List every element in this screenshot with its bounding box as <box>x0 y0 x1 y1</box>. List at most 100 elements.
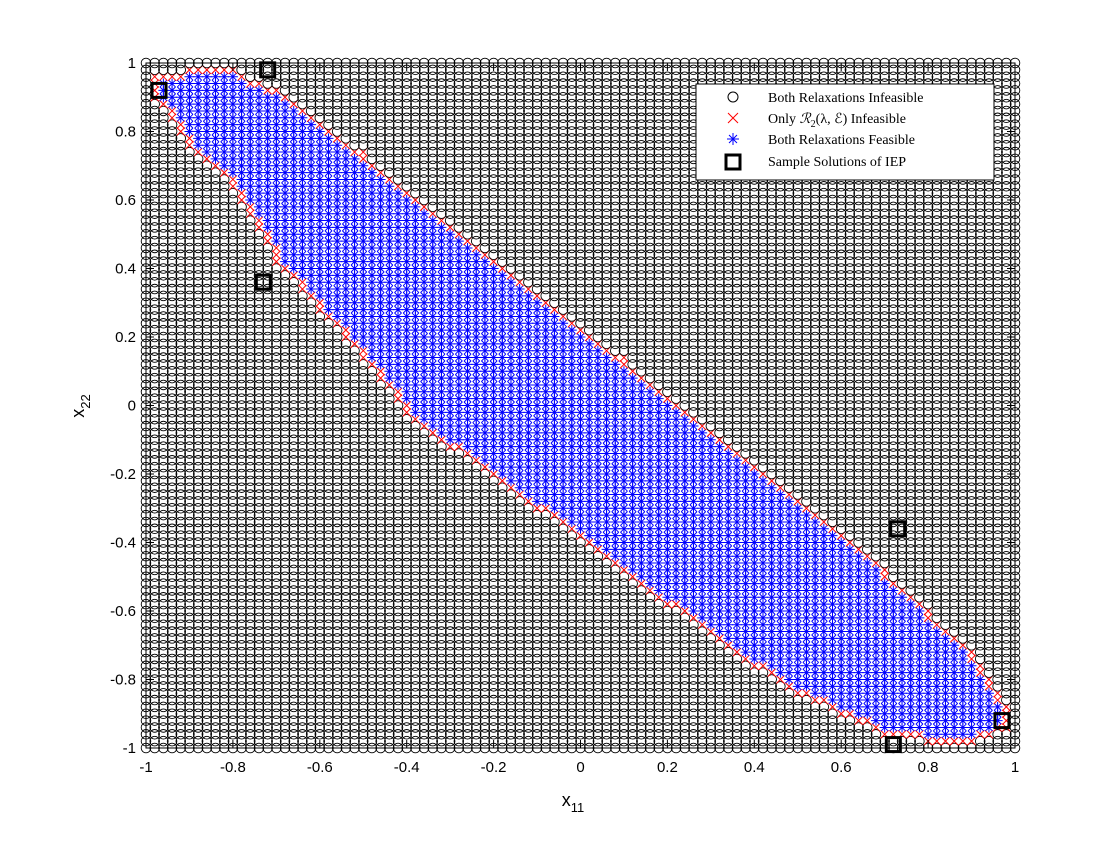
circle-point <box>218 215 230 226</box>
circle-point <box>218 331 230 343</box>
circle-point <box>201 208 213 219</box>
circle-point <box>227 598 239 610</box>
circle-point <box>218 455 230 466</box>
circle-point <box>158 242 169 254</box>
circle-point <box>149 715 160 726</box>
circle-point <box>210 297 221 309</box>
circle-point <box>218 660 230 672</box>
circle-point <box>201 455 213 466</box>
circle-point <box>218 653 230 665</box>
circle-point <box>166 660 178 672</box>
circle-point <box>149 427 160 439</box>
circle-point <box>166 619 178 630</box>
circle-point <box>149 592 160 603</box>
asterisk-point <box>210 126 221 137</box>
circle-point <box>218 523 230 535</box>
asterisk-point <box>210 105 221 116</box>
circle-point <box>227 420 239 432</box>
circle-point <box>166 544 178 555</box>
circle-point <box>184 263 195 274</box>
asterisk-point <box>167 92 178 103</box>
circle-point <box>158 633 169 644</box>
circle-point <box>201 674 213 685</box>
circle-point <box>201 694 213 706</box>
circle-point <box>218 249 230 261</box>
circle-point <box>158 496 169 507</box>
circle-point <box>201 667 213 678</box>
asterisk-point <box>210 71 221 82</box>
circle-point <box>201 304 213 315</box>
circle-point <box>210 592 221 603</box>
circle-point <box>175 455 187 466</box>
circle-point <box>158 660 169 672</box>
asterisk-point <box>210 133 221 144</box>
circle-point <box>149 318 160 329</box>
circle-point <box>218 276 230 288</box>
circle-point <box>201 578 213 589</box>
circle-point <box>175 366 187 377</box>
circle-point <box>158 146 169 158</box>
circle-point <box>192 646 204 658</box>
circle-point <box>201 516 213 528</box>
circle-point <box>158 331 169 343</box>
circle-point <box>158 139 169 151</box>
circle-point <box>166 598 178 610</box>
circle-point <box>201 640 213 651</box>
circle-point <box>192 181 204 192</box>
circle-point <box>175 297 187 309</box>
circle-point <box>192 338 204 350</box>
circle-point <box>158 475 169 487</box>
circle-point <box>175 222 187 233</box>
circle-point <box>201 359 213 370</box>
circle-point <box>166 646 178 658</box>
circle-point <box>210 475 221 487</box>
circle-point <box>227 283 239 295</box>
circle-point <box>210 674 221 685</box>
circle-point <box>218 729 230 740</box>
asterisk-point <box>219 126 230 137</box>
circle-point <box>149 626 160 637</box>
circle-point <box>227 496 239 507</box>
circle-point <box>149 160 160 171</box>
circle-point <box>175 146 187 158</box>
circle-point <box>166 311 178 322</box>
asterisk-point <box>184 99 195 110</box>
circle-point <box>210 496 221 507</box>
circle-point <box>201 324 213 336</box>
circle-point <box>184 167 195 178</box>
circle-point <box>175 283 187 295</box>
circle-point <box>149 215 160 226</box>
circle-point <box>210 489 221 500</box>
circle-point <box>227 619 239 630</box>
circle-point <box>184 687 195 699</box>
circle-point <box>149 544 160 555</box>
circle-point <box>192 694 204 706</box>
asterisk-point <box>193 85 204 96</box>
circle-point <box>192 729 204 740</box>
circle-point <box>192 366 204 377</box>
circle-point <box>158 270 169 281</box>
circle-point <box>166 187 178 199</box>
circle-point <box>166 550 178 562</box>
circle-point <box>210 503 221 514</box>
circle-point <box>166 523 178 535</box>
circle-point <box>175 400 187 411</box>
asterisk-point <box>193 105 204 116</box>
circle-point <box>166 503 178 514</box>
circle-point <box>210 729 221 740</box>
circle-point <box>201 468 213 480</box>
circle-point <box>227 455 239 466</box>
circle-point <box>166 475 178 487</box>
circle-point <box>218 633 230 644</box>
circle-point <box>175 181 187 192</box>
circle-point <box>158 181 169 192</box>
circle-point <box>192 359 204 370</box>
circle-point <box>175 407 187 418</box>
circle-point <box>158 359 169 370</box>
circle-point <box>227 270 239 281</box>
circle-point <box>227 626 239 637</box>
circle-point <box>175 605 187 617</box>
circle-point <box>158 208 169 219</box>
circle-point <box>192 708 204 720</box>
